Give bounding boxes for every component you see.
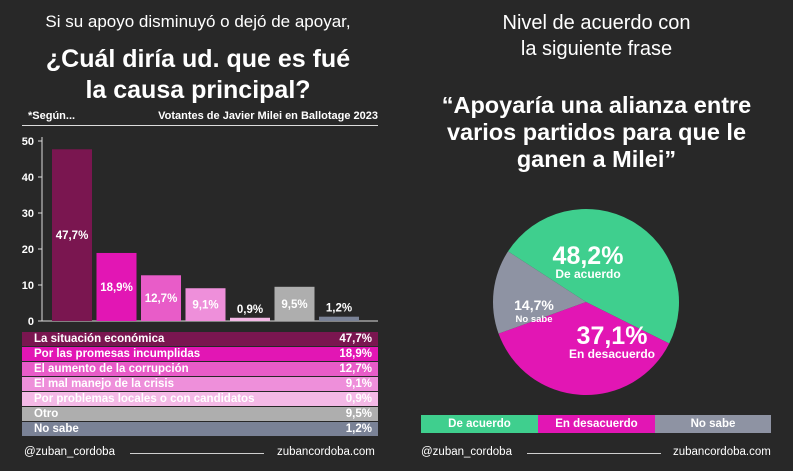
legend-row: El aumento de la corrupción 12,7% (22, 362, 378, 376)
legend-row: Por las promesas incumplidas 18,9% (22, 347, 378, 361)
bar (52, 149, 92, 321)
bar (274, 286, 315, 321)
legend-label: Otro (34, 408, 59, 420)
y-tick-label: 10 (22, 280, 34, 292)
legend-value: 0,9% (345, 393, 372, 405)
right-footer-handle: @zuban_cordoba (421, 446, 512, 458)
pie-slice-label: De acuerdo (555, 267, 620, 281)
left-footer-handle: @zuban_cordoba (24, 446, 115, 458)
pie-value-label: 48,2% (553, 242, 624, 270)
quote-line3: ganen a Milei” (516, 146, 677, 172)
legend-value: 47,7% (339, 333, 372, 345)
quote-line1: “Apoyaría una alianza entre (441, 92, 752, 118)
pie-legend-item: No sabe (655, 415, 771, 433)
pie-legend-item: En desacuerdo (538, 415, 655, 433)
bar (141, 275, 181, 321)
pie-value-label: 37,1% (577, 322, 648, 350)
legend-value: 9,5% (345, 408, 372, 420)
bar-value-label: 18,9% (100, 282, 133, 294)
legend-row: Otro 9,5% (22, 407, 378, 421)
bar-value-label: 9,5% (281, 299, 307, 311)
bar-value-label: 1,2% (326, 303, 352, 315)
legend-row: La situación económica 47,7% (22, 332, 378, 346)
bar (96, 252, 137, 321)
y-tick-label: 0 (28, 316, 34, 328)
left-subtitle: Si su apoyo disminuyó o dejó de apoyar, (45, 12, 351, 31)
pie-slice-label: No sabe (516, 314, 553, 325)
bar (185, 288, 226, 321)
right-footer-line (527, 453, 661, 454)
legend-value: 12,7% (339, 363, 372, 375)
legend-label: El mal manejo de la crisis (34, 378, 174, 390)
pie-slice (498, 302, 670, 395)
right-subtitle-line1: Nivel de acuerdo con (502, 12, 691, 34)
legend-label: La situación económica (34, 333, 165, 345)
pie-slice (508, 208, 679, 344)
y-tick-label: 50 (22, 136, 34, 148)
bar-value-label: 9,1% (192, 300, 218, 312)
bar (230, 317, 270, 321)
quote-line2: varios partidos para que le (446, 119, 747, 145)
left-title-line1: ¿Cuál diría ud. que es fué (45, 45, 351, 73)
legend-value: 9,1% (345, 378, 372, 390)
left-footer-site: zubancordoba.com (277, 446, 375, 458)
y-tick-label: 40 (22, 172, 34, 184)
legend-row: No sabe 1,2% (22, 422, 378, 436)
right-subtitle-line2: la siguiente frase (520, 38, 673, 60)
right-subtitle: Nivel de acuerdo con la siguiente frase (400, 10, 793, 62)
right-footer-site: zubancordoba.com (673, 446, 771, 458)
pie-chart: 48,2%De acuerdo 37,1%En desacuerdo 14,7%No… (493, 208, 679, 395)
y-tick-label: 20 (22, 244, 34, 256)
left-title-line2: la causa principal? (85, 76, 311, 104)
bar-value-label: 0,9% (237, 304, 263, 316)
legend-label: El aumento de la corrupción (34, 363, 189, 375)
pie-value-label: 14,7% (514, 297, 554, 313)
bar-value-label: 12,7% (145, 293, 178, 305)
bar (319, 316, 359, 321)
legend-value: 1,2% (345, 423, 372, 435)
header-rule (22, 125, 378, 126)
left-title: ¿Cuál diría ud. que es fué la causa prin… (0, 44, 396, 106)
y-tick-label: 30 (22, 208, 34, 220)
legend-value: 18,9% (339, 348, 372, 360)
quote: “Apoyaría una alianza entre varios parti… (420, 92, 773, 173)
legend-row: El mal manejo de la crisis 9,1% (22, 377, 378, 391)
bar-value-label: 47,7% (56, 230, 89, 242)
pie-legend: De acuerdo En desacuerdo No sabe (421, 415, 771, 433)
bar-chart: 0 10 20 30 40 50 47,7% 18,9% 12,7% 9,1% 0,9% 9,5% 1,… (22, 136, 378, 328)
pie-slice (493, 251, 586, 334)
voters-label: Votantes de Javier Milei en Ballotage 20… (158, 110, 378, 122)
legend-label: No sabe (34, 423, 79, 435)
pie-legend-item: De acuerdo (421, 415, 538, 433)
legend-label: Por problemas locales o con candidatos (34, 393, 255, 405)
pie-slice-label: En desacuerdo (569, 347, 655, 361)
left-footer-line (130, 453, 264, 454)
legend-label: Por las promesas incumplidas (34, 348, 201, 360)
footnote-marker: *Según... (28, 110, 76, 122)
legend-row: Por problemas locales o con candidatos 0,… (22, 392, 378, 406)
